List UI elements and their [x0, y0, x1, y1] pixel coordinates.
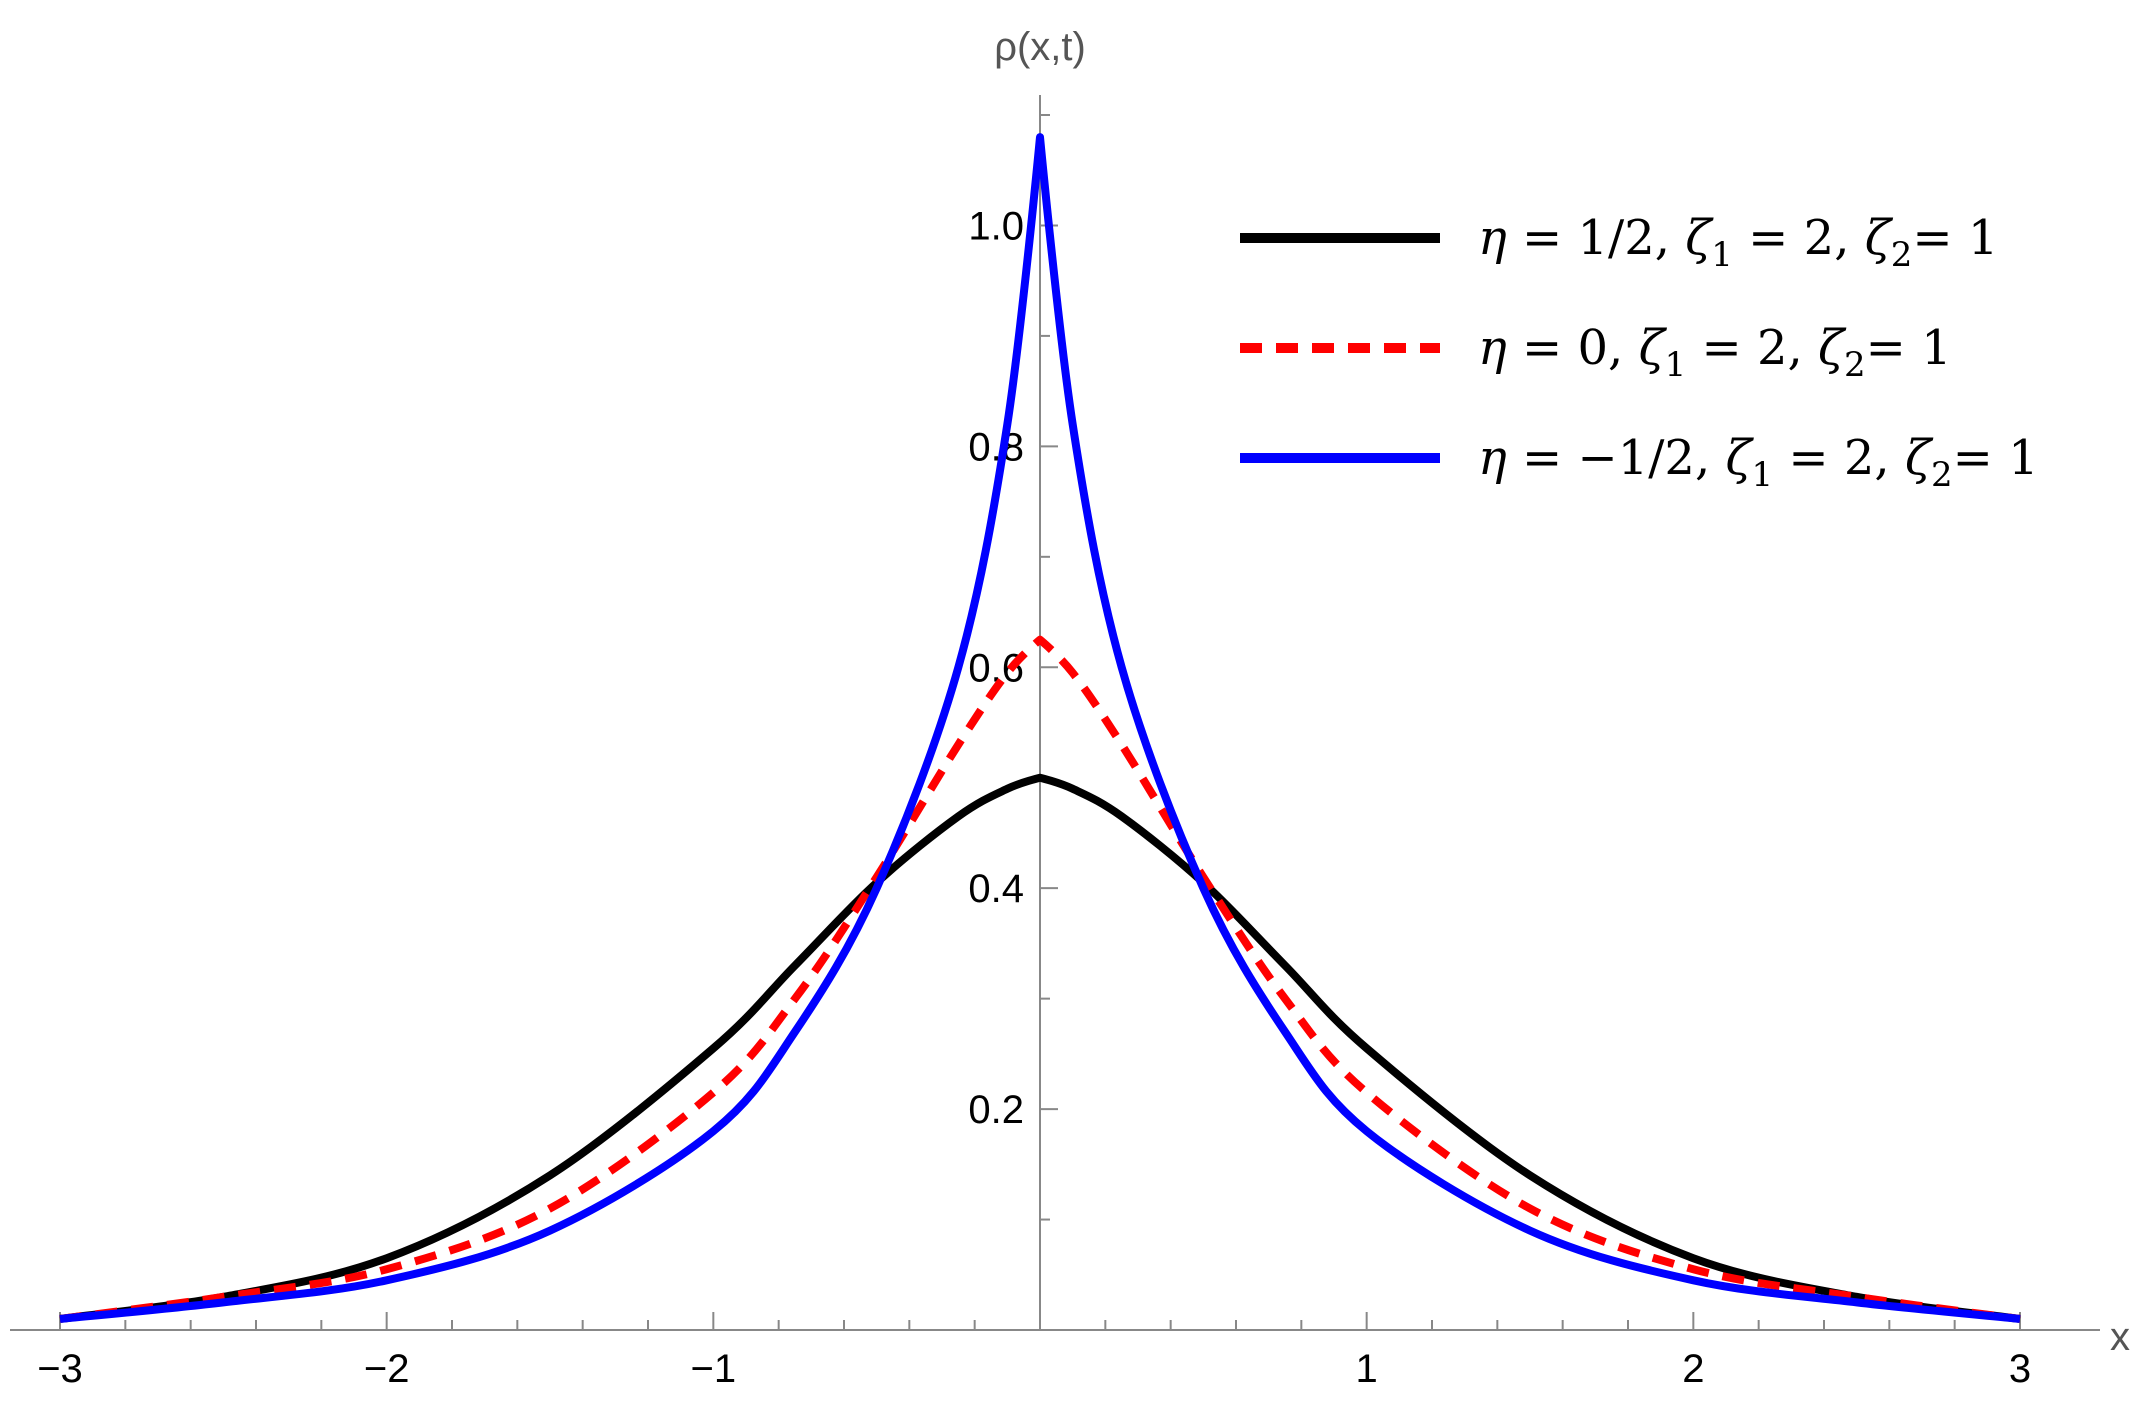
series-line — [59, 773, 2021, 1323]
series-line — [59, 133, 2021, 1323]
y-tick-label: 0.8 — [968, 425, 1024, 469]
y-axis-title: ρ(x,t) — [994, 25, 1086, 69]
y-ticks: 0.20.40.60.81.0 — [968, 114, 1058, 1221]
legend-item: η = −1/2, ζ1 = 2, ζ2= 1 — [1240, 430, 2039, 495]
legend-label: η = 1/2, ζ1 = 2, ζ2= 1 — [1478, 210, 1998, 275]
series-line — [59, 635, 2021, 1323]
x-tick-label: 1 — [1356, 1347, 1378, 1391]
legend-item: η = 0, ζ1 = 2, ζ2= 1 — [1240, 320, 1952, 385]
x-tick-label: −2 — [364, 1347, 410, 1391]
x-axis-title: x — [2110, 1315, 2130, 1359]
x-tick-label: 3 — [2009, 1347, 2031, 1391]
series-group — [59, 133, 2021, 1323]
y-tick-label: 0.2 — [968, 1088, 1024, 1132]
y-tick-label: 1.0 — [968, 204, 1024, 248]
x-tick-label: 2 — [1682, 1347, 1704, 1391]
legend-label: η = −1/2, ζ1 = 2, ζ2= 1 — [1478, 430, 2039, 495]
legend-label: η = 0, ζ1 = 2, ζ2= 1 — [1478, 320, 1952, 385]
x-tick-label: −3 — [37, 1347, 83, 1391]
legend: η = 1/2, ζ1 = 2, ζ2= 1 η = 0, ζ1 = 2, ζ2… — [1240, 210, 2039, 495]
x-ticks: −3 −2 −1 1 2 3 — [37, 1312, 2031, 1391]
x-tick-label: −1 — [691, 1347, 737, 1391]
y-tick-label: 0.4 — [968, 867, 1024, 911]
x-axis: −3 −2 −1 1 2 3 x — [10, 1312, 2130, 1391]
legend-item: η = 1/2, ζ1 = 2, ζ2= 1 — [1240, 210, 1998, 275]
y-axis: 0.20.40.60.81.0 ρ(x,t) — [968, 25, 1086, 1330]
